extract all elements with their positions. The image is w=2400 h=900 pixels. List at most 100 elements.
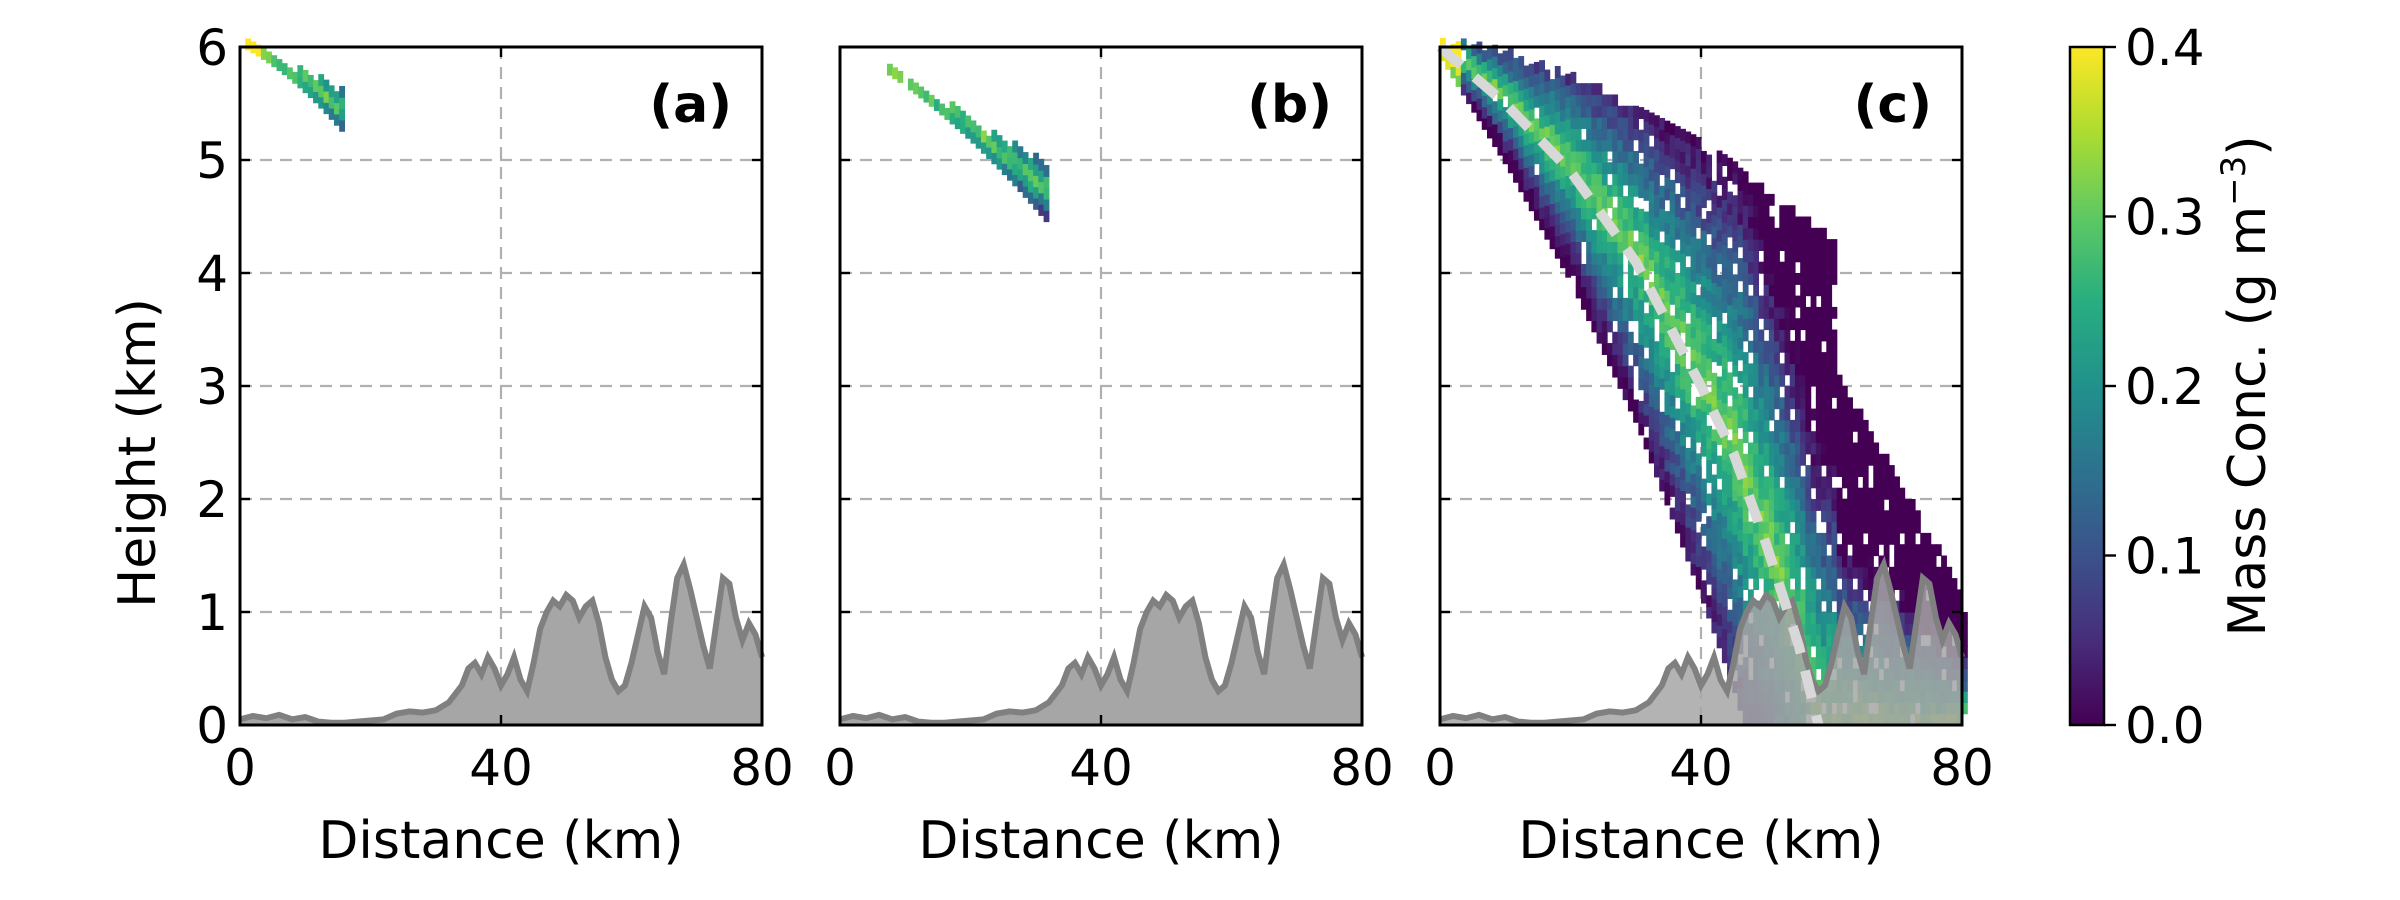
heatmap-cell <box>1027 180 1034 193</box>
y-tick-label: 2 <box>196 471 228 529</box>
heatmap-cell <box>1701 546 1707 559</box>
heatmap-cell <box>1784 306 1791 319</box>
heatmap-cell <box>1753 555 1760 568</box>
heatmap-cell <box>1450 43 1457 56</box>
heatmap-cell <box>1821 273 1827 285</box>
heatmap-cell <box>1617 263 1624 276</box>
heatmap-cell <box>1862 544 1869 557</box>
x-tick-label: 0 <box>824 739 856 797</box>
heatmap-cell <box>1497 98 1504 111</box>
heatmap-cell <box>1685 538 1692 551</box>
heatmap-cell <box>1518 67 1525 80</box>
heatmap-cell <box>1747 566 1754 579</box>
heatmap-cell <box>1909 612 1916 624</box>
heatmap-cell <box>1591 241 1598 254</box>
heatmap-cell <box>1753 397 1760 410</box>
heatmap-cell <box>1528 199 1535 212</box>
heatmap-cell <box>1685 414 1692 426</box>
heatmap-cell <box>1549 237 1556 250</box>
heatmap-cell <box>1784 205 1791 218</box>
heatmap-cell <box>1695 340 1702 353</box>
heatmap-cell <box>1654 126 1660 139</box>
heatmap-cell <box>1758 193 1765 206</box>
heatmap-cell <box>1732 342 1739 355</box>
heatmap-cell <box>1007 146 1013 159</box>
heatmap-cell <box>1784 363 1791 376</box>
heatmap-cell <box>1721 255 1728 268</box>
heatmap-cell <box>1580 218 1587 231</box>
heatmap-cell <box>1810 318 1817 331</box>
heatmap-cell <box>1904 555 1911 568</box>
heatmap-cell <box>1695 396 1702 409</box>
heatmap-cell <box>1956 612 1963 624</box>
heatmap-cell <box>1721 267 1728 280</box>
heatmap-cell <box>333 102 340 115</box>
heatmap-cell <box>1523 99 1530 112</box>
heatmap-cell <box>1607 263 1613 276</box>
heatmap-cell <box>1523 65 1530 78</box>
heatmap-cell <box>1701 365 1707 378</box>
heatmap-cell <box>1617 196 1624 209</box>
heatmap-cell <box>1601 252 1608 265</box>
heatmap-cell <box>1894 487 1900 500</box>
heatmap-cell <box>1758 182 1765 195</box>
heatmap-cell <box>1648 259 1655 272</box>
heatmap-cell <box>1951 589 1958 602</box>
heatmap-cell <box>1701 252 1707 265</box>
heatmap-cell <box>1565 164 1572 176</box>
heatmap-cell <box>1805 306 1812 319</box>
heatmap-cell <box>1711 180 1718 193</box>
heatmap-cell <box>1596 83 1603 96</box>
heatmap-cell <box>1935 589 1942 602</box>
heatmap-cell <box>1570 207 1577 220</box>
heatmap-cell <box>1586 94 1592 107</box>
heatmap-cell <box>1627 286 1634 299</box>
heatmap-cell <box>1654 352 1660 365</box>
heatmap-cell <box>1633 286 1639 299</box>
heatmap-cell <box>1617 230 1624 242</box>
heatmap-cell <box>1737 371 1744 383</box>
heatmap-cell <box>1476 64 1483 77</box>
heatmap-cell <box>1862 510 1869 523</box>
heatmap-cell <box>1951 612 1958 624</box>
heatmap-cell <box>1617 252 1624 265</box>
heatmap-cell <box>1565 265 1572 278</box>
heatmap-cell <box>1716 466 1723 479</box>
heatmap-cell <box>1721 470 1728 483</box>
heatmap-cell <box>1560 177 1566 190</box>
heatmap-cell <box>1857 578 1864 590</box>
heatmap-cell <box>1753 476 1760 489</box>
colorbar-ticks: 0.00.10.20.30.4 <box>2104 19 2205 755</box>
heatmap-cell <box>1539 71 1545 84</box>
heatmap-cell <box>1685 188 1692 200</box>
heatmap-cell <box>1747 239 1754 251</box>
heatmap-cell <box>1737 178 1744 191</box>
heatmap-cell <box>1920 555 1927 568</box>
heatmap-cell <box>1565 231 1572 244</box>
heatmap-cell <box>1638 355 1645 368</box>
panel-label: (b) <box>1247 75 1332 135</box>
heatmap-cell <box>1873 510 1880 523</box>
heatmap-cell <box>1727 575 1733 588</box>
heatmap-cell <box>1805 623 1812 636</box>
heatmap-cell <box>1654 216 1660 229</box>
heatmap-cell <box>1805 273 1812 285</box>
heatmap-cell <box>1497 75 1504 88</box>
heatmap-cell <box>1664 244 1671 257</box>
heatmap-cell <box>1841 555 1848 568</box>
heatmap-cell <box>1784 465 1791 477</box>
heatmap-cell <box>1868 499 1874 511</box>
heatmap-cell <box>1507 48 1514 61</box>
heatmap-cell <box>1821 668 1827 681</box>
heatmap-cell <box>1883 544 1890 557</box>
heatmap-cell <box>1643 335 1650 348</box>
heatmap-cell <box>1591 139 1598 152</box>
heatmap-cell <box>1826 239 1833 251</box>
heatmap-cell <box>1627 105 1634 118</box>
heatmap-cell <box>1654 137 1660 150</box>
heatmap-cell <box>1680 354 1686 367</box>
heatmap-cell <box>1784 261 1791 274</box>
heatmap-cell <box>1805 216 1812 229</box>
heatmap-cell <box>1586 252 1592 265</box>
